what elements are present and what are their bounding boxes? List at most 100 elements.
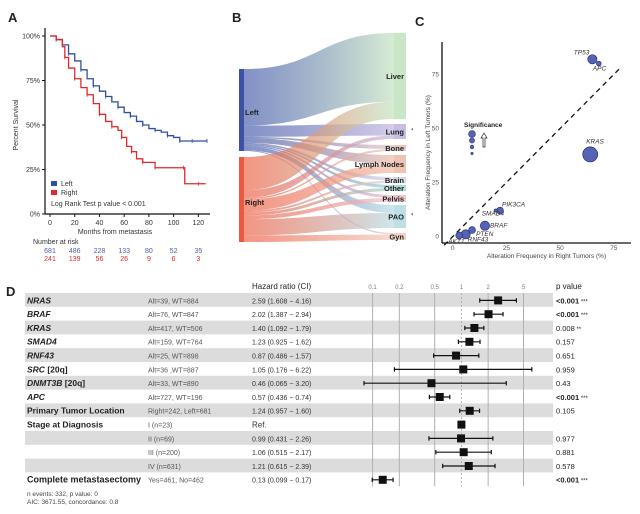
x-tick-label: 5 [522,285,526,291]
sankey-node-gyn [394,233,406,240]
reference-line [443,67,621,246]
point-label: TP53 [574,49,590,56]
x-tick-label: 25 [503,245,511,252]
variable-label: NRAS [27,295,51,305]
sankey-node-liver [394,33,406,119]
survival-curve-right [50,35,206,185]
risk-value-right: 9 [147,256,151,263]
x-tick-label: 50 [557,245,565,252]
hazard-ratio-marker [459,448,468,457]
hazard-ratio-value: 2.02 (1.387 − 2.94) [252,312,311,319]
risk-value-left: 80 [145,248,153,255]
risk-value-right: 56 [96,256,104,263]
x-tick-label: 120 [193,220,205,227]
sankey-link [244,164,394,211]
risk-value-left: 228 [94,248,106,255]
legend-label-left: Left [61,181,73,188]
level-label: I (n=23) [148,423,172,430]
sankey-source-label: Left [245,108,259,117]
y-tick-label: 50% [26,123,40,130]
hazard-ratio-value: 2.59 (1.608 − 4.16) [252,298,311,305]
x-tick-label: 60 [120,220,128,227]
significance-star: * [411,214,414,220]
significance-star: * [411,129,414,135]
variable-label: APC [26,392,46,402]
row-shade [25,348,553,362]
p-value: <0.001 *** [556,476,588,485]
hazard-ratio-value: 1.40 (1.092 − 1.79) [252,326,311,333]
p-value: 0.881 [556,448,575,457]
hazard-ratio-marker [465,337,474,346]
sankey-target-label: Pelvis [382,195,404,204]
x-tick-label: 20 [71,220,79,227]
scatter-point-smad4 [493,208,498,213]
hazard-ratio-marker [457,420,466,429]
significance-stars: ** [575,327,582,333]
y-axis-title: Percent Survival [13,99,20,150]
risk-value-right: 139 [69,256,81,263]
sankey-target-label: Liver [386,72,404,81]
y-tick-label: 75 [432,71,440,78]
hazard-ratio-marker [452,351,461,360]
scatter-point-apc [596,60,602,67]
point-label: KRAS [586,138,604,145]
p-value: 0.43 [556,379,571,388]
size-legend-dot [470,152,474,156]
sankey-link [244,33,394,126]
hazard-ratio-marker [459,365,468,374]
variable-suffix: [20q] [62,378,85,388]
column-header-p: p value [556,282,582,291]
risk-value-right: 241 [44,256,56,263]
sankey-node-right [239,157,244,242]
sankey-link [244,101,394,191]
x-tick-label: 0 [451,245,455,252]
row-shade [25,403,553,418]
p-value: <0.001 *** [556,310,588,319]
scatter-point-braf [480,220,490,231]
sankey-target-label: PAO [388,213,404,222]
p-value: 0.959 [556,365,575,374]
p-value: 0.651 [556,352,575,361]
level-label: Alt=39, WT=884 [148,298,199,305]
size-legend-dot [469,137,475,144]
sankey-node-left [239,69,244,151]
significance-stars: *** [579,479,588,485]
panel-label-a: A [8,10,18,25]
model-footer: n events: 332, p value: 0 [27,491,98,498]
row-shade [25,320,553,335]
risk-value-left: 133 [118,248,130,255]
level-label: IV (n=631) [148,464,181,471]
variable-label: Complete metastasectomy [27,475,141,485]
hazard-ratio-marker [378,475,387,484]
arrow-up-icon [480,132,488,148]
hazard-ratio-value: 1.23 (0.925 − 1.62) [252,340,311,347]
level-label: Yes=461, No=462 [148,478,204,485]
sankey-target-label: Lymph Nodes [355,160,404,169]
risk-value-left: 486 [69,248,81,255]
legend-swatch-left [51,181,57,186]
scatter-point-kras [582,146,599,163]
p-value: <0.001 *** [556,296,588,305]
scatter-chart: 0 25 50 75 0 25 50 75 Alteration Frequency in Ri… [425,42,631,260]
variable-label: DNMT3B [20q] [27,378,85,388]
x-tick-label: 40 [96,220,104,227]
logrank-annotation: Log Rank Test p value < 0.001 [51,201,146,208]
y-axis-title: Alteration Frequency in Left Tumors (%) [425,95,432,210]
hazard-ratio-marker [494,296,503,305]
row-shade [25,293,553,307]
sankey-target-label: Lung [386,128,405,137]
forest-plot: Hazard ratio (CI) p value 0.1 0.2 0.5 1 2 5 NRAS… [25,282,588,506]
level-label: Alt=727, WT=196 [148,395,203,402]
hazard-ratio-value: 0.57 (0.436 − 0.74) [252,395,311,402]
sankey-link [244,149,394,200]
hazard-ratio-value: 1.05 (0.176 − 6.22) [252,367,311,374]
x-tick-label: 2 [486,285,490,291]
level-label: II (n=69) [148,436,174,443]
hazard-ratio-marker [435,393,444,401]
sankey-node-brain [394,177,406,183]
level-label: III (n=200) [148,450,180,457]
hazard-ratio-value: 0.13 (0.099 − 0.17) [252,478,311,485]
x-tick-label: 0.5 [431,285,440,291]
variable-label: SMAD4 [27,337,57,347]
